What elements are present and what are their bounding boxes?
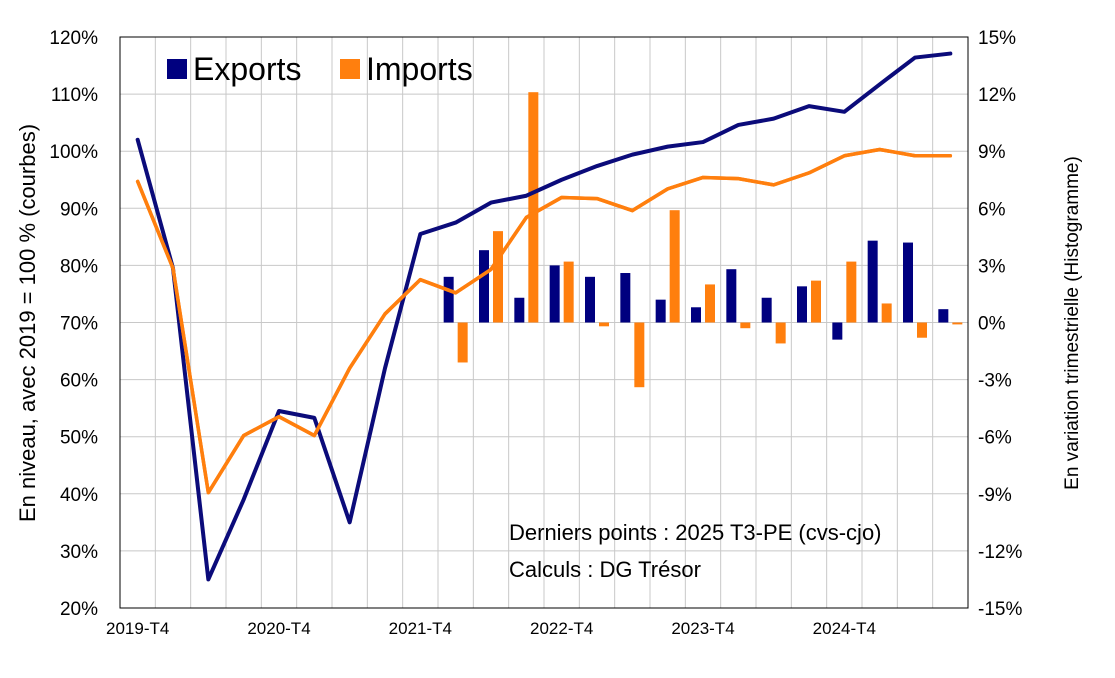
- right-tick-label: -3%: [978, 371, 1012, 392]
- bar-imports: [528, 92, 539, 323]
- bar-imports: [881, 303, 892, 323]
- bar-exports: [620, 273, 631, 323]
- right-tick-label: -6%: [978, 428, 1012, 449]
- bar-exports: [514, 297, 525, 323]
- right-tick-label: -9%: [978, 485, 1012, 506]
- x-tick-label: 2021-T4: [389, 619, 452, 638]
- bar-imports: [563, 261, 574, 323]
- bar-exports: [761, 297, 772, 323]
- left-tick-label: 100%: [49, 142, 98, 163]
- bar-imports: [846, 261, 857, 323]
- left-tick-label: 90%: [60, 199, 98, 220]
- bar-imports: [917, 322, 927, 338]
- left-tick-label: 110%: [51, 85, 98, 106]
- axis-layer: 20% 30% 40% 50% 60% 70% 80% 90% 100% 110% 120% -15%…: [49, 28, 1022, 638]
- right-tick-label: -15%: [978, 599, 1022, 620]
- x-tick-label: 2020-T4: [247, 619, 310, 638]
- left-axis-title: En niveau, avec 2019 = 100 % (courbes): [15, 124, 40, 522]
- bar-exports: [443, 276, 454, 323]
- bar-imports: [634, 322, 645, 388]
- bar-exports: [585, 276, 595, 323]
- left-tick-label: 40%: [60, 485, 98, 506]
- legend-swatch-imports: [340, 59, 360, 79]
- x-tick-label: 2022-T4: [530, 619, 593, 638]
- right-tick-label: 0%: [978, 314, 1006, 335]
- bar-exports: [655, 299, 666, 323]
- left-tick-label: 120%: [49, 28, 98, 49]
- left-tick-label: 70%: [60, 314, 98, 335]
- left-tick-label: 80%: [60, 256, 98, 277]
- bar-exports: [549, 265, 560, 323]
- bar-exports: [867, 240, 878, 323]
- bar-exports: [938, 309, 949, 323]
- x-tick-label: 2024-T4: [813, 619, 876, 638]
- annotation-source: Calculs : DG Trésor: [509, 557, 701, 582]
- legend: Exports Imports: [167, 51, 473, 87]
- right-tick-label: 9%: [978, 142, 1006, 163]
- line-imports: [135, 147, 953, 495]
- bar-imports: [705, 284, 715, 323]
- bar-imports: [952, 322, 963, 325]
- plot-frame: [119, 36, 969, 609]
- left-tick-label: 30%: [60, 542, 98, 563]
- bar-imports: [457, 322, 468, 363]
- line-layer: [135, 51, 953, 582]
- bar-imports: [669, 210, 680, 323]
- legend-label-exports: Exports: [193, 51, 301, 87]
- right-tick-label: -12%: [978, 542, 1022, 563]
- right-axis-title: En variation trimestrielle (Histogramme): [1062, 156, 1083, 490]
- bar-imports: [811, 280, 821, 323]
- right-tick-label: 6%: [978, 199, 1006, 220]
- left-tick-label: 50%: [60, 428, 98, 449]
- right-tick-label: 12%: [978, 85, 1016, 106]
- bar-imports: [740, 322, 751, 329]
- left-tick-label: 60%: [60, 371, 98, 392]
- bar-exports: [797, 286, 807, 323]
- bar-exports: [832, 322, 843, 340]
- right-tick-label: 15%: [978, 28, 1016, 49]
- bar-imports: [493, 231, 503, 323]
- x-tick-label: 2019-T4: [106, 619, 169, 638]
- legend-label-imports: Imports: [366, 51, 473, 87]
- bar-imports: [599, 322, 609, 327]
- bar-exports: [726, 269, 737, 323]
- line-exports: [135, 51, 953, 582]
- left-tick-label: 20%: [60, 599, 98, 620]
- bar-exports: [479, 250, 489, 323]
- right-tick-label: 3%: [978, 256, 1006, 277]
- bar-imports: [775, 322, 786, 344]
- legend-swatch-exports: [167, 59, 187, 79]
- bar-exports: [691, 307, 701, 323]
- bar-exports: [903, 242, 913, 323]
- bar-layer: [443, 92, 963, 388]
- annotation-last-points: Derniers points : 2025 T3-PE (cvs-cjo): [509, 520, 882, 545]
- x-tick-label: 2023-T4: [671, 619, 734, 638]
